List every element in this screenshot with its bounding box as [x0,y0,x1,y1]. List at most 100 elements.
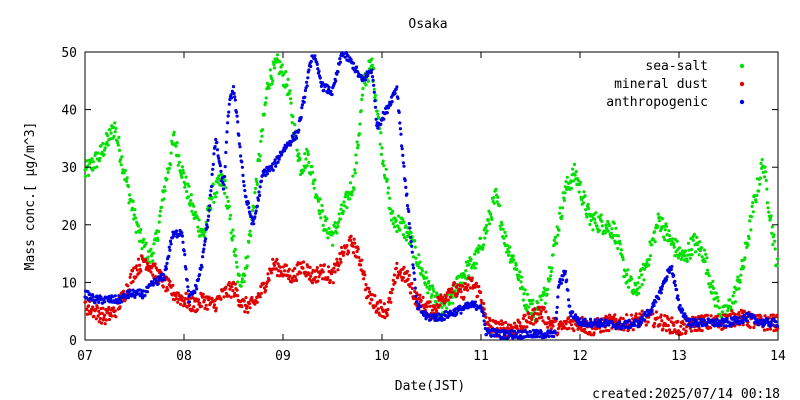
data-point [451,301,455,305]
data-point [236,120,240,124]
data-point [458,287,462,291]
data-point [569,323,574,327]
data-point [120,300,124,304]
data-point [742,309,746,313]
data-point [404,238,408,242]
data-point [338,257,342,261]
data-point [458,283,462,287]
data-point [268,169,272,173]
data-point [240,165,244,169]
data-point [395,229,399,234]
data-point [256,198,260,202]
data-point [133,216,138,220]
data-point [212,200,216,204]
data-point [227,102,231,106]
data-point [338,57,342,61]
data-point [264,101,268,105]
data-point [599,213,603,217]
data-point [306,150,310,154]
data-point [442,317,446,321]
data-point [301,266,305,270]
data-point [726,309,730,313]
data-point [672,242,676,246]
data-point [225,130,229,134]
data-point [463,273,467,278]
data-point [664,277,669,282]
data-point [725,317,729,321]
data-point [382,302,386,306]
data-point [335,231,339,235]
data-point [186,195,190,199]
data-point [399,132,403,136]
data-point [113,294,117,298]
data-point [670,264,674,269]
data-point [708,282,713,286]
data-point [660,319,664,323]
data-point [300,103,304,107]
data-point [637,322,641,326]
data-point [720,310,725,314]
data-point [375,109,379,113]
data-point [507,250,511,254]
data-point [271,60,275,64]
data-point [358,122,362,126]
data-point [569,186,574,190]
data-point [100,311,104,315]
data-point [556,331,560,335]
data-point [397,110,401,114]
data-point [130,206,135,210]
data-point [640,283,644,287]
data-point [448,301,452,305]
data-point [313,54,317,58]
data-point [383,316,387,320]
data-point [94,317,98,321]
data-point [562,198,567,202]
data-point [657,297,661,301]
data-point [400,144,404,148]
data-point [407,222,411,226]
data-point [294,136,299,140]
data-point [631,328,635,332]
data-point [737,287,741,291]
data-point [580,315,584,320]
data-point [373,99,377,103]
data-point [548,277,552,281]
data-point [202,243,206,247]
data-point [449,292,454,297]
data-point [658,322,662,327]
data-point [233,282,237,286]
data-point [347,250,351,254]
data-point [145,261,149,265]
data-point [664,224,669,228]
data-point [338,60,342,64]
data-point [177,154,181,158]
data-point [482,301,486,306]
data-point [388,196,392,200]
data-point [738,280,742,284]
data-point [379,152,383,156]
data-point [201,295,205,299]
data-point [224,186,228,190]
data-point [559,281,564,285]
data-point [95,306,100,310]
data-point [335,257,339,261]
data-point [531,322,536,326]
data-point [432,289,436,293]
data-point [638,285,642,289]
data-point [205,225,209,229]
data-point [291,115,295,119]
data-point [606,229,610,233]
data-point [103,300,107,304]
data-point [265,172,269,176]
data-point [566,298,571,302]
data-point [185,278,189,282]
data-point [736,275,740,279]
data-point [515,327,520,331]
data-point [225,195,229,199]
data-point [337,220,341,224]
data-point [389,300,393,304]
data-point [284,263,288,268]
data-point [418,293,422,297]
data-point [653,230,657,234]
data-point [560,327,564,331]
